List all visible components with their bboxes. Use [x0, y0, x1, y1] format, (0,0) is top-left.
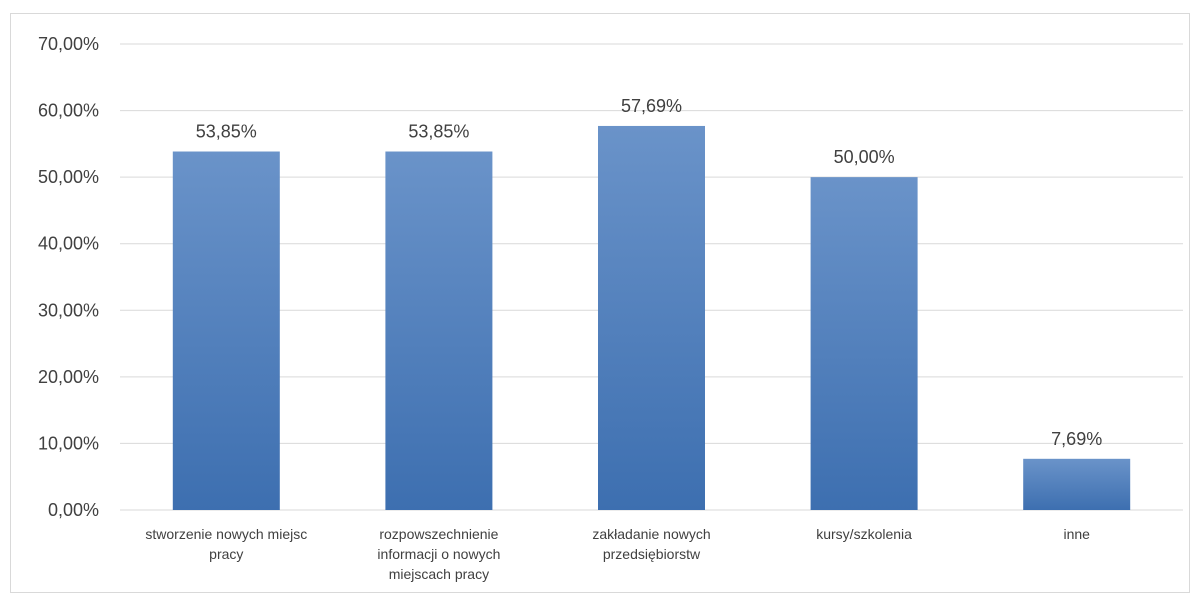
- data-label: 53,85%: [408, 122, 469, 142]
- bar: [385, 151, 493, 510]
- data-label: 50,00%: [834, 147, 895, 167]
- bar: [810, 177, 918, 510]
- data-labels: 53,85% 53,85% 57,69% 50,00% 7,69%: [196, 96, 1102, 449]
- y-tick-label: 70,00%: [38, 34, 99, 54]
- category-label: kursy/szkolenia: [816, 526, 912, 542]
- bar: [172, 151, 280, 510]
- bars: [172, 125, 1131, 510]
- y-tick-label: 0,00%: [48, 500, 99, 520]
- bar: [1023, 458, 1131, 510]
- y-tick-label: 60,00%: [38, 101, 99, 121]
- data-label: 57,69%: [621, 96, 682, 116]
- y-tick-label: 50,00%: [38, 167, 99, 187]
- data-label: 7,69%: [1051, 429, 1102, 449]
- x-axis-category-labels: stworzenie nowych miejsc pracy rozpowszech…: [145, 526, 1090, 582]
- y-tick-label: 40,00%: [38, 234, 99, 254]
- category-label: zakładanie nowych przedsiębiorstw: [592, 526, 710, 562]
- y-tick-label: 10,00%: [38, 433, 99, 453]
- bar: [598, 125, 705, 510]
- category-label: rozpowszechnienie informacji o nowych miej…: [377, 526, 500, 582]
- y-axis-tick-labels: 0,00% 10,00% 20,00% 30,00% 40,00% 50,00% 60,00…: [38, 34, 99, 520]
- y-tick-label: 30,00%: [38, 300, 99, 320]
- data-label: 53,85%: [196, 122, 257, 142]
- y-tick-label: 20,00%: [38, 367, 99, 387]
- category-label: inne: [1063, 526, 1090, 542]
- category-label: stworzenie nowych miejsc pracy: [145, 526, 307, 562]
